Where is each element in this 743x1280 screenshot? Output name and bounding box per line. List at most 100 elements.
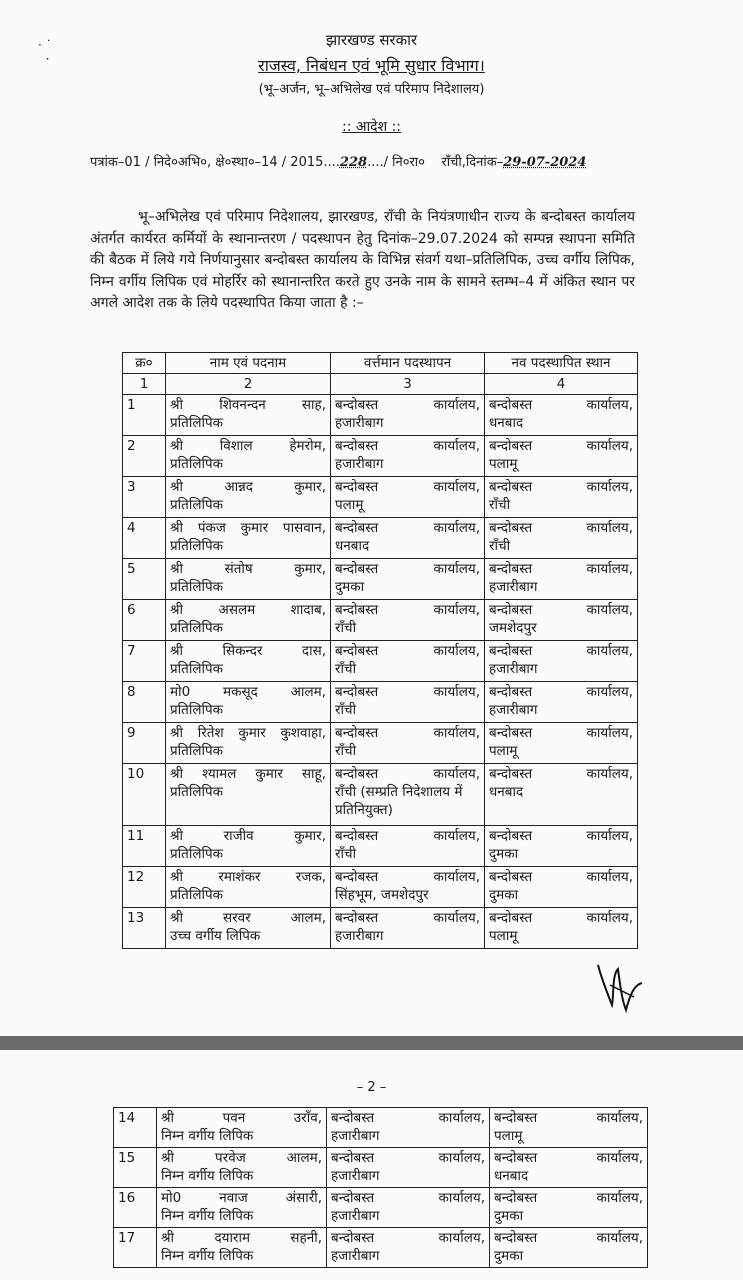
name-designation: श्री संतोष कुमार, प्रतिलिपिक bbox=[165, 558, 331, 600]
column-number-line: 3 bbox=[403, 376, 412, 392]
new-posting-line: पलामू bbox=[489, 928, 518, 944]
serial-number: 13 bbox=[122, 907, 166, 949]
serial-number-line: 12 bbox=[127, 869, 145, 885]
new-posting-line: बन्दोबस्त कार्यालय, bbox=[489, 725, 633, 741]
new-posting: बन्दोबस्त कार्यालय, दुमका bbox=[484, 825, 638, 867]
current-posting: बन्दोबस्त कार्यालय, राँची bbox=[330, 599, 485, 641]
name-designation-line: श्री विशाल हेमरोम, bbox=[170, 438, 326, 454]
column-number: 3 bbox=[330, 373, 485, 395]
name-designation-line: श्री सरवर आलम, bbox=[170, 910, 326, 926]
table-row: 11 श्री राजीव कुमार, प्रतिलिपिक बन्दोबस्त क… bbox=[122, 825, 638, 867]
new-posting: बन्दोबस्त कार्यालय, दुमका bbox=[484, 866, 638, 908]
name-designation-line: मो0 मकसूद आलम, bbox=[170, 684, 326, 700]
current-posting-line: राँची bbox=[335, 620, 357, 636]
table-row: 13 श्री सरवर आलम, उच्च वर्गीय लिपिक बन्दोबस… bbox=[122, 907, 638, 949]
table-row: 1 श्री शिवनन्दन साह, प्रतिलिपिक बन्दोबस्त क… bbox=[122, 394, 638, 436]
name-designation: मो0 मकसूद आलम, प्रतिलिपिक bbox=[165, 681, 331, 723]
column-header: क्र० bbox=[122, 352, 166, 374]
order-title: :: आदेश :: bbox=[341, 119, 402, 135]
current-posting-line: हजारीबाग bbox=[335, 928, 384, 944]
name-designation-line: प्रतिलिपिक bbox=[170, 456, 224, 472]
table-row: 9 श्री रितेश कुमार कुशवाहा, प्रतिलिपिक बन्द… bbox=[122, 722, 638, 764]
column-header-line: क्र० bbox=[135, 355, 153, 371]
serial-number: 3 bbox=[122, 476, 166, 518]
name-designation: श्री असलम शादाब, प्रतिलिपिक bbox=[165, 599, 331, 641]
current-posting-line: बन्दोबस्त कार्यालय, bbox=[335, 602, 480, 618]
serial-number: 6 bbox=[122, 599, 166, 641]
serial-number: 12 bbox=[122, 866, 166, 908]
serial-number-line: 17 bbox=[118, 1230, 136, 1246]
new-posting: बन्दोबस्त कार्यालय, पलामू bbox=[484, 907, 638, 949]
current-posting-line: राँची bbox=[335, 846, 357, 862]
new-posting-line: बन्दोबस्त कार्यालय, bbox=[489, 910, 633, 926]
current-posting-line: राँची bbox=[335, 702, 357, 718]
column-header-line: वर्त्तमान पदस्थापन bbox=[363, 355, 452, 371]
new-posting: बन्दोबस्त कार्यालय, राँची bbox=[484, 517, 638, 559]
name-designation-line: प्रतिलिपिक bbox=[170, 538, 224, 554]
new-posting-line: पलामू bbox=[489, 456, 518, 472]
name-designation: श्री सरवर आलम, उच्च वर्गीय लिपिक bbox=[165, 907, 331, 949]
current-posting-line: बन्दोबस्त कार्यालय, bbox=[335, 479, 480, 495]
document-page-1: · ˙ · झारखण्ड सरकार राजस्व, निबंधन एवं भ… bbox=[0, 0, 743, 1036]
current-posting-line: बन्दोबस्त कार्यालय, bbox=[335, 397, 480, 413]
new-posting-line: बन्दोबस्त कार्यालय, bbox=[494, 1230, 643, 1246]
serial-number-line: 15 bbox=[118, 1150, 136, 1166]
name-designation-line: प्रतिलिपिक bbox=[170, 620, 224, 636]
current-posting: बन्दोबस्त कार्यालय, राँची bbox=[330, 722, 485, 764]
column-header: नव पदस्थापित स्थान bbox=[484, 352, 638, 374]
name-designation: श्री राजीव कुमार, प्रतिलिपिक bbox=[165, 825, 331, 867]
serial-number-line: 10 bbox=[127, 766, 145, 782]
name-designation: श्री परवेज आलम, निम्न वर्गीय लिपिक bbox=[156, 1147, 327, 1188]
new-posting: बन्दोबस्त कार्यालय, जमशेदपुर bbox=[484, 599, 638, 641]
name-designation-line: श्री रितेश कुमार कुशवाहा, bbox=[170, 725, 326, 741]
column-number-line: 1 bbox=[139, 376, 149, 392]
name-designation: श्री पंकज कुमार पासवान, प्रतिलिपिक bbox=[165, 517, 331, 559]
page-number: – 2 – bbox=[356, 1080, 387, 1095]
serial-number-line: 4 bbox=[127, 520, 136, 536]
name-designation-line: प्रतिलिपिक bbox=[170, 661, 224, 677]
current-posting: बन्दोबस्त कार्यालय, राँची bbox=[330, 825, 485, 867]
table-row: 3 श्री आन्नद कुमार, प्रतिलिपिक बन्दोबस्त का… bbox=[122, 476, 638, 518]
table-row: 17 श्री दयाराम सहनी, निम्न वर्गीय लिपिक बन्… bbox=[113, 1227, 648, 1268]
serial-number: 9 bbox=[122, 722, 166, 764]
directorate-name: (भू–अर्जन, भू–अभिलेख एवं परिमाप निदेशालय… bbox=[258, 82, 485, 97]
serial-number-line: 1 bbox=[127, 397, 136, 413]
new-posting-line: दुमका bbox=[489, 887, 519, 903]
name-designation: श्री रमाशंकर रजक, प्रतिलिपिक bbox=[165, 866, 331, 908]
current-posting-line: बन्दोबस्त कार्यालय, bbox=[331, 1230, 485, 1246]
current-posting-line: बन्दोबस्त कार्यालय, bbox=[335, 438, 480, 454]
current-posting-line: बन्दोबस्त कार्यालय, bbox=[331, 1110, 485, 1126]
new-posting-line: धनबाद bbox=[494, 1168, 529, 1184]
current-posting-line: हजारीबाग bbox=[331, 1248, 380, 1264]
serial-number-line: 14 bbox=[118, 1110, 136, 1126]
table-row: 7 श्री सिकन्दर दास, प्रतिलिपिक बन्दोबस्त का… bbox=[122, 640, 638, 682]
table-row: 12 श्री रमाशंकर रजक, प्रतिलिपिक बन्दोबस्त क… bbox=[122, 866, 638, 908]
transfer-table-page1: क्र० नाम एवं पदनाम वर्त्तमान पदस्थापन नव पद… bbox=[122, 352, 638, 949]
name-designation: श्री रितेश कुमार कुशवाहा, प्रतिलिपिक bbox=[165, 722, 331, 764]
new-posting-line: बन्दोबस्त कार्यालय, bbox=[489, 766, 633, 782]
name-designation-line: श्री रमाशंकर रजक, bbox=[170, 869, 326, 885]
new-posting: बन्दोबस्त कार्यालय, हजारीबाग bbox=[484, 640, 638, 682]
serial-number-line: 11 bbox=[127, 828, 145, 844]
new-posting-line: बन्दोबस्त कार्यालय, bbox=[494, 1110, 643, 1126]
table-row: 4 श्री पंकज कुमार पासवान, प्रतिलिपिक बन्दोब… bbox=[122, 517, 638, 559]
column-number: 2 bbox=[165, 373, 331, 395]
current-posting-line: राँची (सम्प्रति निदेशालय में प्रतिनियुक्… bbox=[335, 784, 463, 818]
serial-number: 15 bbox=[113, 1147, 157, 1188]
name-designation-line: श्री दयाराम सहनी, bbox=[161, 1230, 322, 1246]
current-posting-line: बन्दोबस्त कार्यालय, bbox=[335, 520, 480, 536]
current-posting: बन्दोबस्त कार्यालय, पलामू bbox=[330, 476, 485, 518]
serial-number-line: 2 bbox=[127, 438, 136, 454]
current-posting-line: बन्दोबस्त कार्यालय, bbox=[335, 561, 480, 577]
current-posting: बन्दोबस्त कार्यालय, धनबाद bbox=[330, 517, 485, 559]
table-row: 5 श्री संतोष कुमार, प्रतिलिपिक बन्दोबस्त का… bbox=[122, 558, 638, 600]
order-body-text: भू–अभिलेख एवं परिमाप निदेशालय, झारखण्ड, … bbox=[90, 209, 635, 311]
signature bbox=[597, 964, 643, 1014]
serial-number: 10 bbox=[122, 763, 166, 826]
new-posting-line: दुमका bbox=[494, 1208, 524, 1224]
department-name: राजस्व, निबंधन एवं भूमि सुधार विभाग। bbox=[258, 56, 485, 75]
current-posting-line: बन्दोबस्त कार्यालय, bbox=[331, 1190, 485, 1206]
name-designation-line: प्रतिलिपिक bbox=[170, 784, 224, 800]
new-posting-line: बन्दोबस्त कार्यालय, bbox=[489, 397, 633, 413]
name-designation-line: प्रतिलिपिक bbox=[170, 415, 224, 431]
